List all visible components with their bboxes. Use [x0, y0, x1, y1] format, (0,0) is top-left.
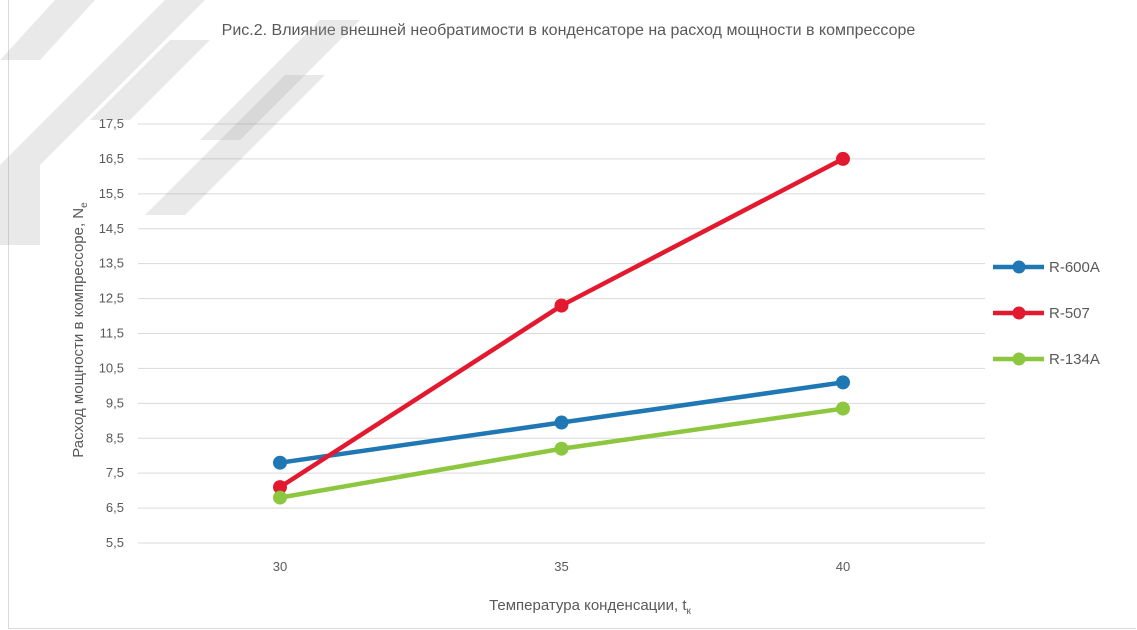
data-point: [554, 441, 569, 456]
legend-marker: [1012, 352, 1026, 366]
legend-marker: [1012, 260, 1026, 274]
y-tick-label: 9,5: [106, 395, 124, 410]
data-point: [836, 375, 850, 390]
series-r-134a: [273, 401, 850, 505]
x-axis-title: Температура конденсации, tк: [489, 597, 691, 617]
series-lines: [273, 151, 850, 505]
data-point: [836, 401, 850, 416]
chart-title: Рис.2. Влияние внешней необратимости в к…: [221, 22, 916, 39]
y-tick-labels: 5,5 6,5 7,5 8,5 9,5 10,5 11,5 12,5 13,5 14,5 15,5 1…: [99, 116, 124, 550]
data-point: [554, 415, 569, 430]
y-tick-label: 6,5: [106, 500, 124, 515]
data-point: [273, 480, 287, 495]
y-axis-title: Расход мощности в компрессоре, Ne: [70, 202, 90, 458]
y-tick-label: 11,5: [100, 326, 124, 341]
y-tick-label: 15,5: [99, 186, 124, 201]
legend-marker: [1012, 306, 1026, 320]
chart-frame: [8, 0, 1136, 629]
legend-label: R-507: [1049, 305, 1090, 322]
series-r-507: [273, 151, 850, 495]
x-tick-labels: 30 35 40: [273, 559, 850, 574]
legend-item: R-600A: [993, 259, 1100, 276]
series-r-600a: [273, 375, 850, 470]
legend-item: R-507: [993, 305, 1090, 322]
legend-item: R-134A: [993, 351, 1100, 368]
y-tick-label: 16,5: [99, 151, 124, 166]
y-tick-label: 5,5: [106, 535, 124, 550]
x-tick-label: 30: [273, 559, 287, 574]
y-tick-label: 7,5: [106, 465, 124, 480]
y-tick-label: 10,5: [99, 360, 124, 375]
x-tick-label: 35: [554, 559, 568, 574]
legend-label: R-600A: [1049, 259, 1100, 276]
data-point: [273, 490, 287, 505]
y-tick-label: 8,5: [106, 430, 124, 445]
data-point: [273, 455, 287, 470]
x-tick-label: 40: [836, 559, 850, 574]
y-tick-label: 17,5: [99, 116, 124, 131]
y-tick-label: 13,5: [99, 256, 124, 271]
gridlines: [138, 123, 985, 544]
data-point: [836, 151, 850, 166]
legend: R-600A R-507 R-134A: [993, 259, 1100, 368]
y-tick-label: 14,5: [99, 221, 124, 236]
y-tick-label: 12,5: [99, 291, 124, 306]
data-point: [554, 298, 569, 313]
legend-label: R-134A: [1049, 351, 1100, 368]
